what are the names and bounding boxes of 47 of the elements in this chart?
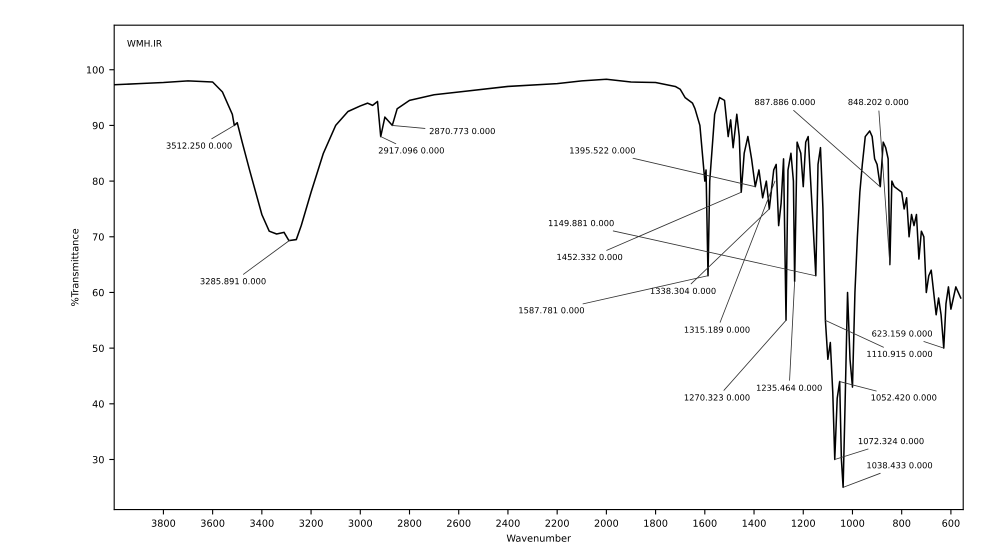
annotation: 887.886 0.000 — [755, 98, 815, 106]
annotation: 1110.915 0.000 — [867, 350, 932, 358]
x-tick-label: 3400 — [250, 519, 274, 527]
y-tick-label: 40 — [92, 400, 104, 408]
x-tick-label: 2200 — [546, 519, 569, 527]
x-tick-label: 2600 — [447, 519, 470, 527]
annotation: 1038.433 0.000 — [867, 462, 932, 468]
x-axis-title: Wavenumber — [506, 534, 572, 542]
annotation: 2870.773 0.000 — [430, 128, 495, 134]
x-tick-label: 3600 — [201, 519, 224, 527]
x-tick-label: 1000 — [841, 519, 864, 527]
y-tick-label: 60 — [92, 288, 104, 296]
y-tick-label: 90 — [92, 122, 104, 130]
x-tick-label: 1600 — [694, 519, 717, 527]
y-tick-label: 70 — [92, 233, 104, 241]
annotation: 1149.881 0.000 — [548, 220, 614, 226]
annotation: 1452.332 0.000 — [557, 254, 622, 260]
annotation: 1338.304 0.000 — [650, 288, 716, 294]
annotation: 848.202 0.000 — [848, 98, 908, 106]
y-tick-label: 100 — [86, 66, 104, 74]
annotation: WMH.IR — [127, 40, 162, 47]
annotation: 1235.464 0.000 — [756, 384, 822, 391]
annotation: 1072.324 0.000 — [858, 438, 924, 444]
y-tick-label: 80 — [92, 178, 104, 185]
x-tick-label: 3800 — [152, 519, 176, 527]
y-tick-label: 30 — [92, 456, 104, 464]
annotation: 3285.891 0.000 — [200, 278, 266, 284]
x-tick-label: 2400 — [496, 519, 520, 527]
x-tick-label: 600 — [942, 519, 960, 527]
annotation: 1052.420 0.000 — [872, 394, 936, 401]
x-tick-label: 3000 — [348, 519, 372, 527]
annotation: 1395.522 0.000 — [570, 147, 635, 154]
x-tick-label: 800 — [893, 519, 910, 527]
x-tick-label: 3200 — [299, 519, 323, 527]
y-tick-label: 50 — [92, 344, 104, 352]
y-axis-title: %Transmittance — [70, 228, 78, 306]
x-tick-label: 1400 — [742, 519, 766, 527]
annotation: 1315.189 0.000 — [684, 326, 750, 333]
x-tick-label: 1800 — [644, 519, 668, 527]
annotation: 3512.250 0.000 — [166, 142, 232, 149]
annotation: 2917.096 0.000 — [378, 147, 444, 154]
annotation: 623.159 0.000 — [872, 330, 932, 337]
annotation: 1270.323 0.000 — [684, 394, 750, 401]
x-tick-label: 2000 — [594, 519, 618, 527]
x-tick-label: 2800 — [398, 519, 422, 527]
x-tick-label: 1200 — [792, 519, 815, 527]
annotation: 1587.781 0.000 — [519, 307, 584, 314]
